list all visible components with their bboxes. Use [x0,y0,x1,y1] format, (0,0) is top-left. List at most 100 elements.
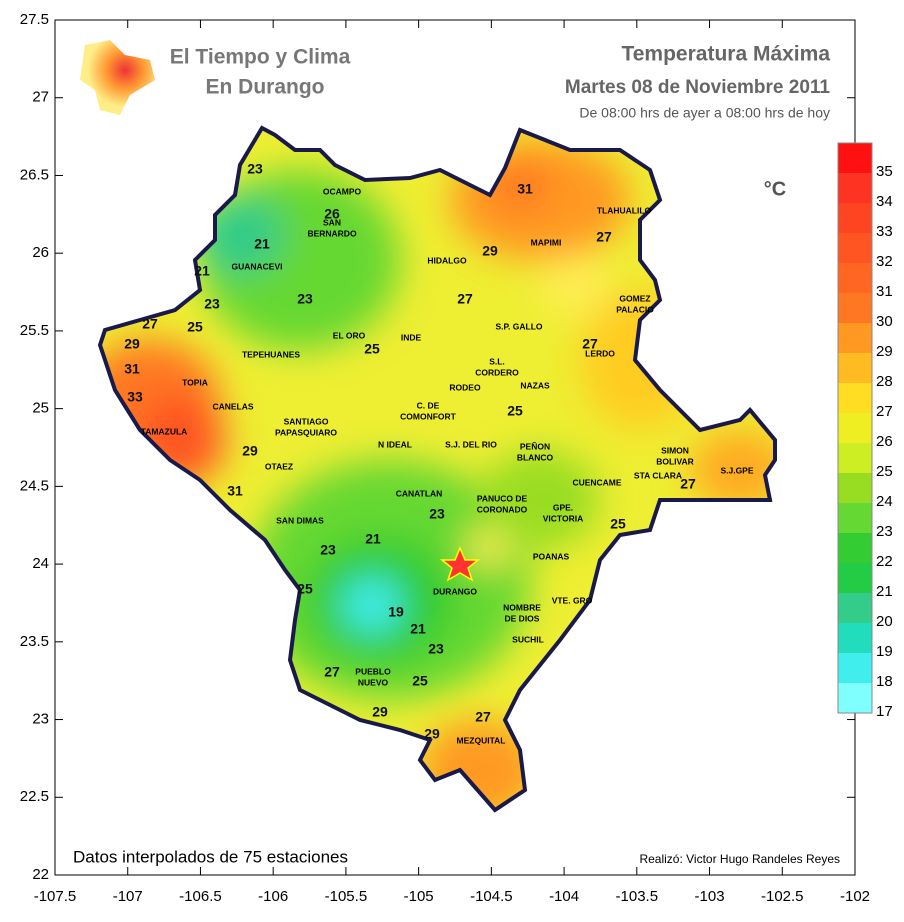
credit: Realizó: Victor Hugo Randeles Reyes [639,852,840,866]
place-label: NAZAS [520,380,550,390]
colorbar-swatch [838,473,872,503]
contour-label: 31 [517,181,533,197]
colorbar-swatch [838,293,872,323]
contour-label: 31 [227,483,243,499]
place-label: S.L. [489,356,505,366]
x-tick-label: -103 [695,888,725,905]
place-label: TAMAZULA [141,426,188,436]
colorbar-swatch [838,173,872,203]
colorbar-label: 23 [876,523,893,540]
colorbar-label: 21 [876,583,893,600]
place-label: INDE [401,332,422,342]
place-label: DE DIOS [505,613,540,623]
unit-label: °C [764,178,786,200]
place-label: CANATLAN [396,488,443,498]
x-tick-label: -107 [113,888,143,905]
colorbar-swatch [838,653,872,683]
colorbar-label: 30 [876,313,893,330]
contour-label: 19 [388,604,404,620]
y-tick-label: 22.5 [20,788,49,805]
contour-label: 25 [187,319,203,335]
map-title: Temperatura Máxima [621,43,830,66]
colorbar-swatch [838,233,872,263]
place-label: VICTORIA [543,513,583,523]
place-label: TEPEHUANES [242,349,300,359]
contour-label: 27 [582,336,598,352]
contour-label: 23 [204,296,220,312]
colorbar-label: 32 [876,253,893,270]
y-tick-label: 24.5 [20,477,49,494]
colorbar-label: 29 [876,343,893,360]
y-tick-label: 27 [32,89,49,106]
y-tick-label: 23.5 [20,633,49,650]
contour-label: 25 [297,581,313,597]
colorbar-label: 24 [876,493,893,510]
contour-label: 33 [127,389,143,405]
colorbar-swatch [838,683,872,713]
x-tick-label: -102.5 [761,888,804,905]
colorbar-swatch [838,623,872,653]
place-label: SUCHIL [512,634,544,644]
contour-label: 29 [424,726,440,742]
place-label: PANUCO DE [477,493,528,503]
place-label: GOMEZ [619,293,650,303]
place-label: DURANGO [433,586,477,596]
contour-label: 29 [242,443,258,459]
contour-label: 21 [254,236,270,252]
colorbar-frame [837,142,873,714]
place-label: MEZQUITAL [457,735,506,745]
logo-line: En Durango [206,76,325,99]
place-label: SAN [323,217,341,227]
place-label: RODEO [449,382,481,392]
place-label: CORDERO [475,367,519,377]
colorbar-label: 25 [876,463,893,480]
colorbar-label: 34 [876,193,893,210]
place-label: NUEVO [358,677,389,687]
place-label: HIDALGO [427,255,467,265]
colorbar-swatch [838,323,872,353]
contour-label: 29 [482,243,498,259]
place-label: C. DE [417,400,440,410]
place-label: N IDEAL [378,439,412,449]
contour-label: 27 [680,476,696,492]
place-label: BOLIVAR [656,456,694,466]
place-label: CUENCAME [572,477,621,487]
colorbar-swatch [838,533,872,563]
map-period: De 08:00 hrs de ayer a 08:00 hrs de hoy [579,105,830,121]
place-label: TLAHUALILO [597,205,652,215]
contour-label: 27 [596,229,612,245]
place-label: S.J. DEL RIO [445,439,497,449]
place-label: GUANACEVI [231,261,282,271]
logo-icon [80,40,155,115]
colorbar-swatch [838,383,872,413]
place-label: PALACIO [616,304,654,314]
colorbar-label: 19 [876,643,893,660]
place-label: SIMON [661,445,689,455]
place-label: S.P. GALLO [495,321,542,331]
x-tick-label: -104.5 [470,888,513,905]
place-label: SANTIAGO [284,416,329,426]
contour-label: 25 [610,516,626,532]
contour-label: 25 [364,341,380,357]
map-date: Martes 08 de Noviembre 2011 [565,77,831,98]
place-label: BLANCO [517,452,554,462]
place-label: NOMBRE [503,602,541,612]
colorbar: 17 18 19 20 21 22 23 24 25 26 27 28 29 30 31 32 33 34 35 [837,142,893,720]
contour-label: 25 [507,403,523,419]
colorbar-label: 31 [876,283,893,300]
place-label: SAN DIMAS [276,515,324,525]
axis-ticks: -107.5 -107 -106.5 -106 -105.5 -105 -104.5 -104… [20,11,870,905]
colorbar-swatch [838,563,872,593]
contour-label: 27 [475,709,491,725]
place-label: OCAMPO [323,186,362,196]
colorbar-label: 22 [876,553,893,570]
x-tick-label: -106 [258,888,288,905]
contour-label: 23 [428,641,444,657]
contour-label: 27 [324,664,340,680]
contour-label: 23 [320,542,336,558]
colorbar-swatch [838,353,872,383]
colorbar-swatch [838,263,872,293]
place-label: VTE. GRO [552,595,593,605]
